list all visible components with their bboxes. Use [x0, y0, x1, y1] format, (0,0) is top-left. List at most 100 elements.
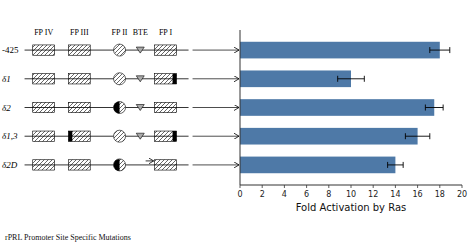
x-tick — [462, 185, 463, 188]
element-box-outline — [33, 74, 55, 84]
x-tick — [262, 185, 263, 188]
error-bar — [405, 133, 429, 139]
bte-site — [136, 133, 144, 139]
x-tick-label: 8 — [326, 190, 331, 199]
element-box — [155, 102, 177, 112]
fp-ii-bg — [114, 159, 126, 171]
error-bar — [388, 162, 404, 168]
element-box-outline — [33, 45, 55, 55]
element-box — [155, 74, 177, 84]
bte-site — [136, 105, 144, 111]
row-label: δ2 — [2, 103, 11, 113]
element-box — [33, 160, 55, 170]
y-axis-line — [240, 30, 241, 185]
x-tick — [351, 185, 352, 188]
mutation-strip — [173, 131, 177, 141]
fp-ii-site — [114, 73, 126, 85]
x-tick-label: 18 — [435, 190, 445, 199]
x-tick-label: 4 — [282, 190, 287, 199]
annotation: FP II — [112, 28, 128, 37]
bars — [240, 42, 450, 173]
element-box-outline — [68, 160, 90, 170]
x-tick — [417, 185, 418, 188]
x-tick — [373, 185, 374, 188]
annotation: FP IV — [34, 28, 53, 37]
element-box-outline — [68, 102, 90, 112]
promoter-diagram: FP IV FP III FP II BTE FP I -425 δ1 δ2 δ1,3 δ2D — [2, 28, 189, 171]
bar — [240, 99, 434, 116]
element-box-outline — [68, 131, 90, 141]
element-box-outline — [33, 160, 55, 170]
element-box-outline — [155, 131, 177, 141]
element-box — [155, 45, 177, 55]
bte-site — [136, 76, 144, 82]
row-arrow — [193, 50, 239, 51]
row-label: -425 — [2, 45, 19, 55]
row-arrow — [193, 107, 239, 108]
element-box — [33, 74, 55, 84]
element-box-outline — [33, 102, 55, 112]
error-bar — [338, 76, 365, 82]
fp-ii-site — [114, 159, 126, 171]
bar — [240, 128, 418, 145]
mutation-strip — [68, 131, 72, 141]
x-tick — [284, 185, 285, 188]
fp-ii-site — [114, 102, 126, 114]
bar — [240, 42, 440, 59]
diagram-label: rPRL Promoter Site Specific Mutations — [5, 233, 131, 242]
element-box-outline — [68, 74, 90, 84]
fp-ii-site — [114, 44, 126, 56]
x-tick — [240, 185, 241, 188]
element-box-outline — [155, 74, 177, 84]
x-tick-label: 20 — [457, 190, 467, 199]
error-bar — [425, 105, 443, 111]
bte-site — [136, 47, 144, 53]
bar — [240, 157, 395, 174]
row-arrow — [193, 136, 239, 137]
element-box — [33, 102, 55, 112]
x-tick-label: 12 — [368, 190, 378, 199]
row-label: δ1 — [2, 74, 11, 84]
annotation: FP I — [159, 28, 173, 37]
element-box — [68, 74, 90, 84]
element-box-outline — [33, 131, 55, 141]
element-box — [68, 102, 90, 112]
x-tick-label: 16 — [413, 190, 423, 199]
element-box — [68, 160, 90, 170]
annotation: FP III — [70, 28, 89, 37]
row-arrow — [193, 78, 239, 79]
element-box-outline — [155, 102, 177, 112]
x-tick-label: 0 — [237, 190, 242, 199]
row-label: δ1,3 — [2, 131, 18, 141]
deletion-arrow — [146, 160, 154, 161]
element-box — [33, 45, 55, 55]
fp-ii-site — [114, 130, 126, 142]
x-tick — [306, 185, 307, 188]
x-tick-label: 14 — [390, 190, 400, 199]
fp-ii-bg — [114, 44, 126, 56]
element-box-outline — [68, 45, 90, 55]
element-box — [33, 131, 55, 141]
bar — [240, 70, 351, 87]
element-box — [155, 131, 177, 141]
x-tick-label: 6 — [304, 190, 309, 199]
element-box-outline — [155, 45, 177, 55]
element-box — [68, 131, 90, 141]
x-axis-label: Fold Activation by Ras — [296, 202, 407, 213]
x-tick — [439, 185, 440, 188]
element-box — [155, 160, 177, 170]
x-tick — [395, 185, 396, 188]
row-label: δ2D — [2, 160, 18, 170]
element-box-outline — [155, 160, 177, 170]
fp-ii-bg — [114, 102, 126, 114]
element-box — [68, 45, 90, 55]
mutation-strip — [173, 74, 177, 84]
x-tick-label: 2 — [260, 190, 265, 199]
x-tick — [328, 185, 329, 188]
annotation: BTE — [133, 28, 148, 37]
fp-ii-bg — [114, 73, 126, 85]
fp-ii-bg — [114, 130, 126, 142]
row-arrow — [193, 164, 239, 165]
error-bar — [430, 47, 450, 53]
x-tick-label: 10 — [346, 190, 356, 199]
